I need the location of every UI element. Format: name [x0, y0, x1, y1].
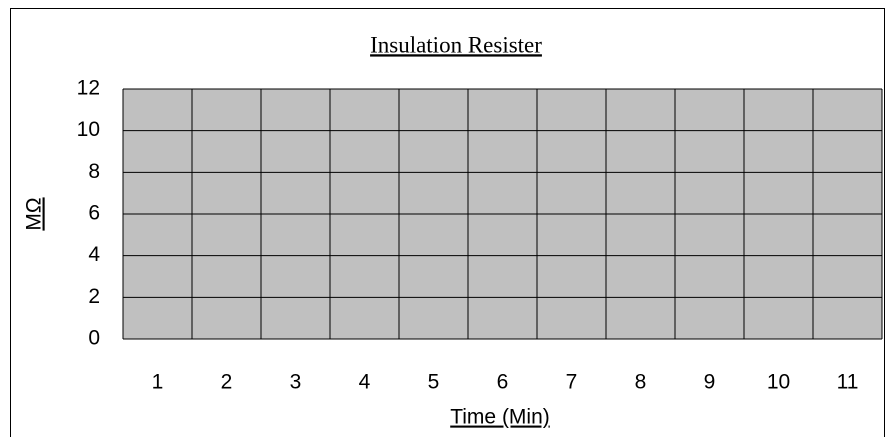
- x-tick-label: 9: [704, 371, 716, 394]
- y-tick-label: 0: [88, 327, 100, 350]
- x-tick-label: 6: [497, 371, 509, 394]
- x-tick-label: 4: [359, 371, 371, 394]
- x-tick-label: 1: [152, 371, 164, 394]
- x-tick-label: 11: [837, 371, 859, 394]
- y-tick-label: 2: [88, 285, 100, 308]
- x-axis-label: Time (Min): [450, 406, 550, 429]
- x-tick-label: 7: [566, 371, 578, 394]
- x-tick-label: 3: [290, 371, 302, 394]
- x-tick-label: 5: [428, 371, 440, 394]
- y-tick-label: 6: [88, 202, 100, 225]
- y-tick-label: 10: [77, 118, 100, 141]
- chart-title: Insulation Resister: [370, 32, 542, 57]
- x-tick-label: 8: [635, 371, 647, 394]
- y-tick-label: 12: [77, 77, 100, 100]
- x-tick-label: 10: [767, 371, 790, 394]
- y-tick-label: 8: [88, 160, 100, 183]
- x-tick-label: 2: [221, 371, 233, 394]
- y-axis-label: MΩ: [23, 197, 46, 230]
- y-tick-label: 4: [88, 243, 100, 266]
